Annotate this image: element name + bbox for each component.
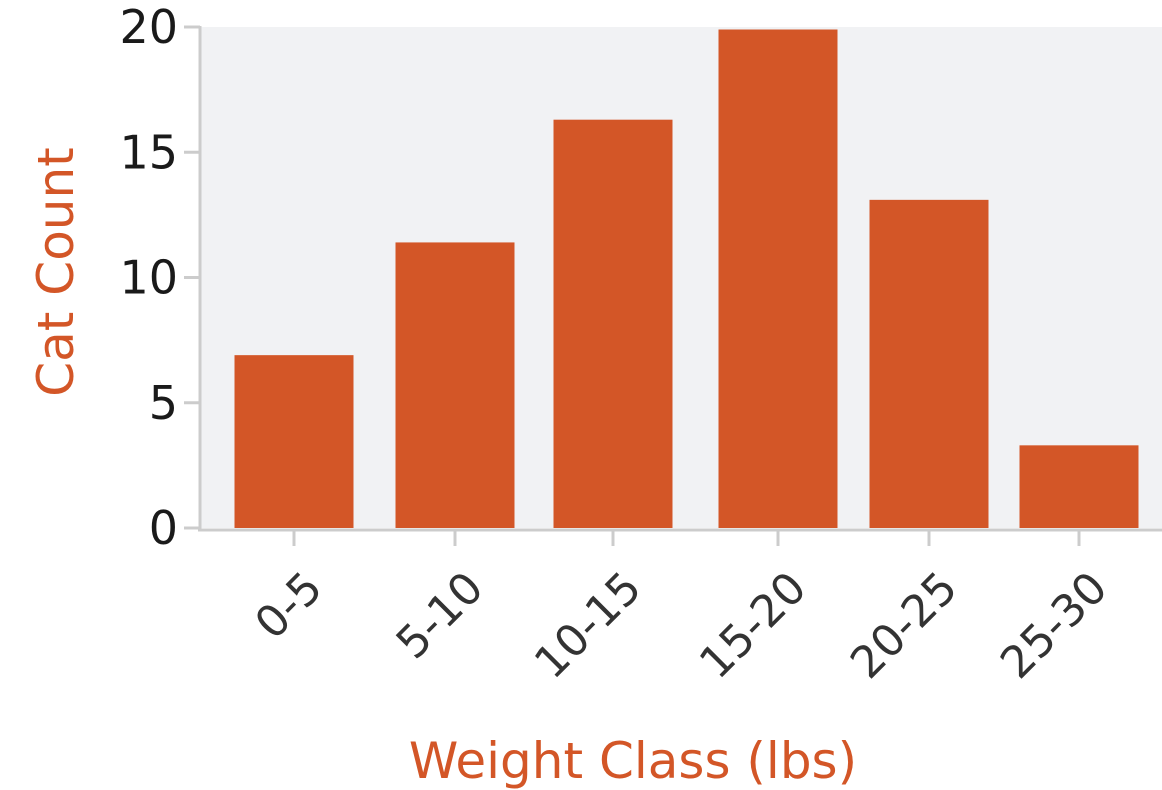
y-ticks-group: 0 5 10 15 20 [119, 0, 200, 555]
bar-15-20 [718, 29, 838, 528]
y-tick-label: 5 [149, 376, 178, 430]
x-tick-label: 0-5 [246, 562, 333, 649]
x-ticks-group: 0-5 5-10 10-15 15-20 20-25 25-30 [246, 530, 1117, 689]
y-tick-label: 10 [119, 251, 178, 305]
x-tick-label: 5-10 [387, 562, 494, 669]
bar-5-10 [395, 242, 515, 528]
y-tick-label: 0 [149, 501, 178, 555]
y-tick-label: 15 [119, 125, 178, 179]
bar-0-5 [234, 355, 354, 528]
bars-group [234, 29, 1139, 528]
x-tick-label: 25-30 [991, 562, 1117, 688]
y-tick-label: 20 [119, 0, 178, 54]
x-tick-label: 20-25 [841, 562, 967, 688]
x-tick-label: 15-20 [690, 562, 816, 688]
x-axis-label: Weight Class (lbs) [409, 732, 857, 790]
bar-20-25 [869, 199, 989, 528]
y-axis-label: Cat Count [27, 147, 85, 397]
bar-25-30 [1019, 445, 1139, 528]
bar-10-15 [553, 119, 673, 528]
plot-area [200, 27, 1162, 528]
x-tick-label: 10-15 [525, 562, 651, 688]
